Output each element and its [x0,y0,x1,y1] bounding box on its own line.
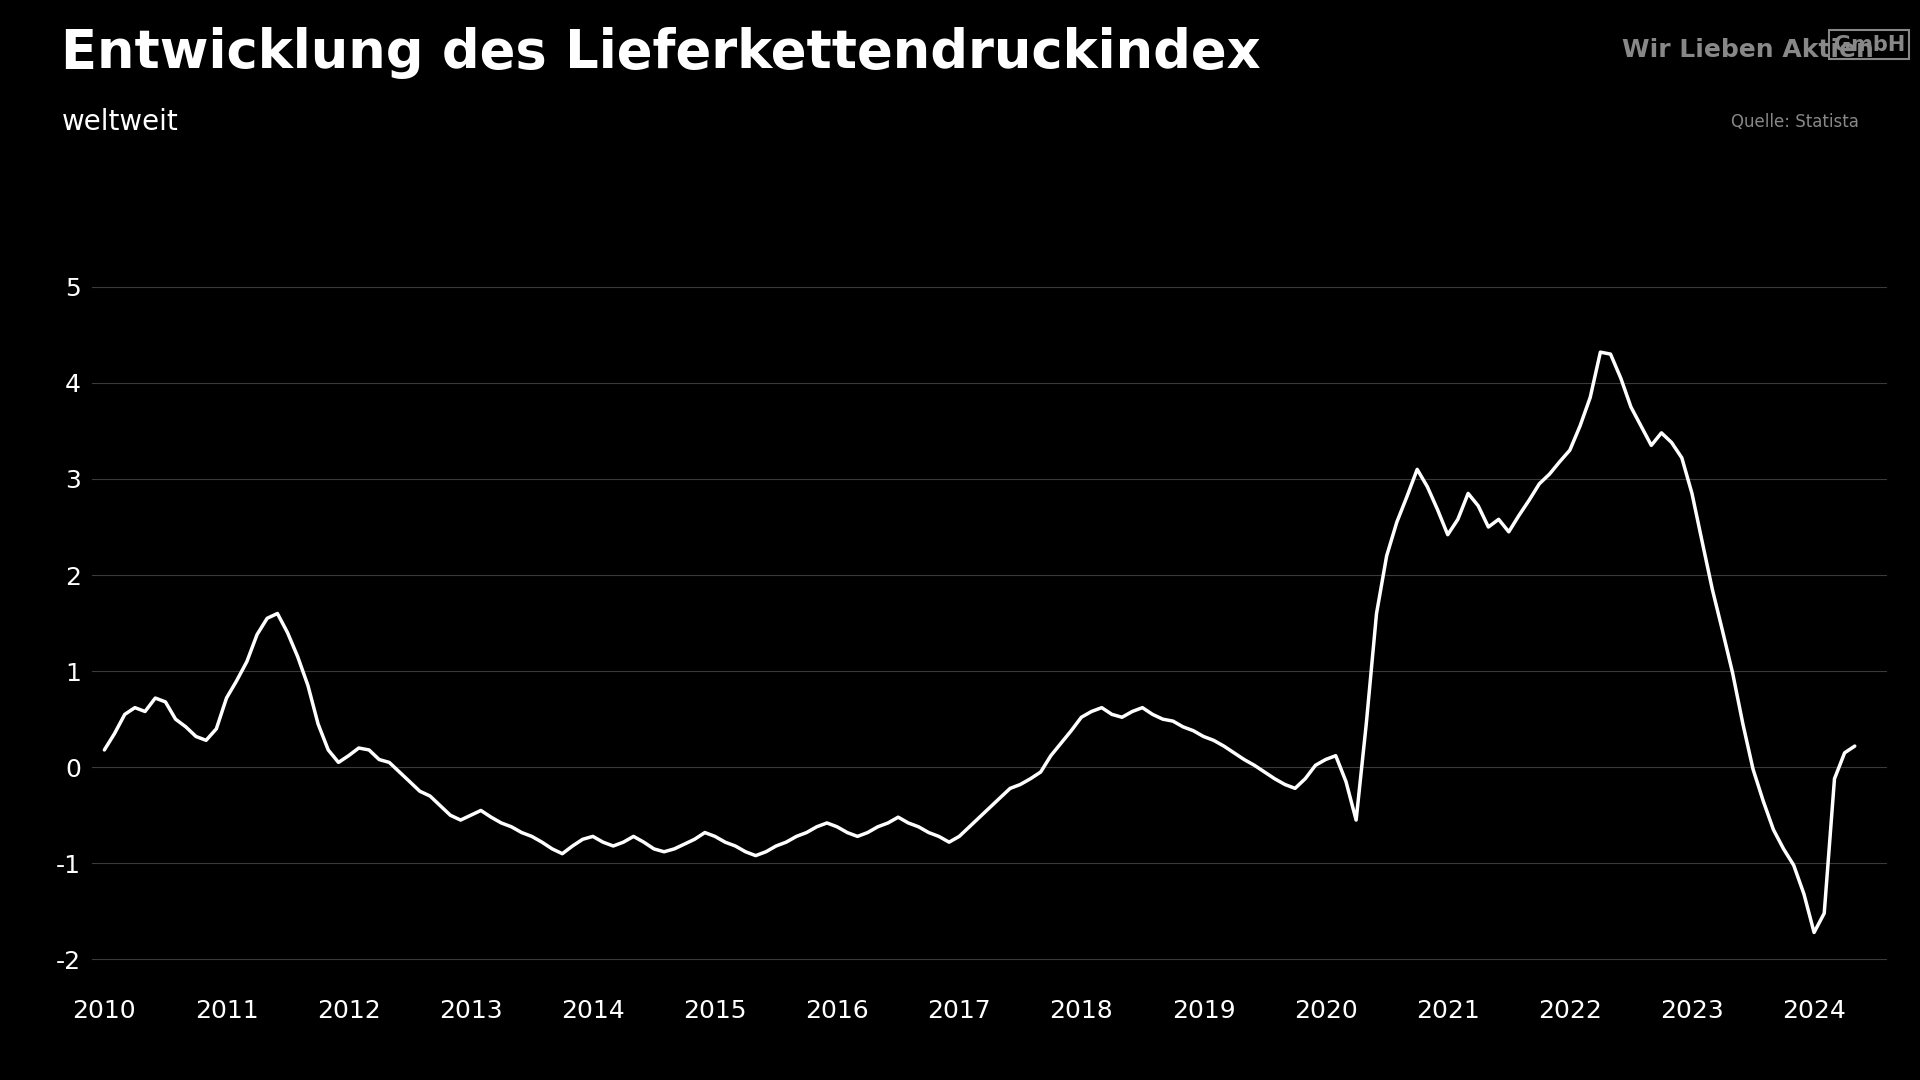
Text: Entwicklung des Lieferkettendruckindex: Entwicklung des Lieferkettendruckindex [61,27,1261,79]
Text: Quelle: Statista: Quelle: Statista [1730,113,1859,132]
Text: Wir Lieben Aktien: Wir Lieben Aktien [1622,38,1874,62]
Text: weltweit: weltweit [61,108,179,136]
Text: GmbH: GmbH [1834,35,1905,55]
